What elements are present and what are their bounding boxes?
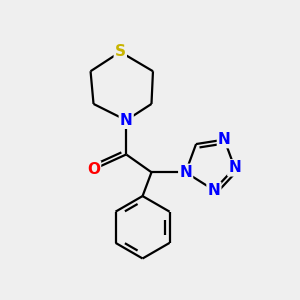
Text: N: N bbox=[228, 160, 241, 175]
Text: N: N bbox=[218, 132, 231, 147]
Text: N: N bbox=[120, 113, 133, 128]
Text: S: S bbox=[115, 44, 126, 59]
Text: O: O bbox=[87, 162, 100, 177]
Text: N: N bbox=[179, 165, 192, 180]
Text: N: N bbox=[208, 183, 220, 198]
